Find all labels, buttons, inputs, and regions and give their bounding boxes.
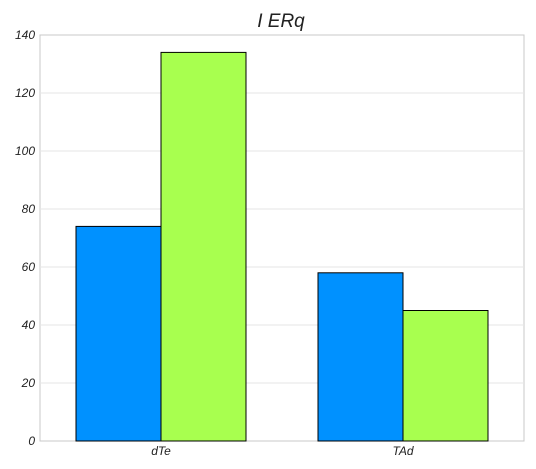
y-tick-label: 40 [22, 318, 36, 332]
bar-dTe-series-2 [160, 51, 247, 442]
x-tick-label: TAd [392, 444, 413, 458]
y-tick-label: 20 [21, 376, 36, 390]
y-tick-label: 120 [15, 86, 35, 100]
chart-title: I ERq [257, 11, 305, 32]
y-tick-label: 140 [15, 28, 35, 42]
y-tick-label: 60 [22, 260, 36, 274]
bar-TAd-series-2 [402, 310, 489, 442]
y-tick-label: 0 [28, 434, 35, 448]
x-axis-ticks: dTe TAd [151, 444, 414, 458]
x-tick-label: dTe [151, 444, 171, 458]
bar-dTe-series-1 [75, 225, 162, 442]
y-tick-label: 80 [22, 202, 36, 216]
y-axis-ticks: 0 20 40 60 80 100 120 140 [15, 28, 35, 448]
bar-TAd-series-1 [317, 272, 404, 442]
bars [75, 51, 489, 442]
y-tick-label: 100 [15, 144, 35, 158]
